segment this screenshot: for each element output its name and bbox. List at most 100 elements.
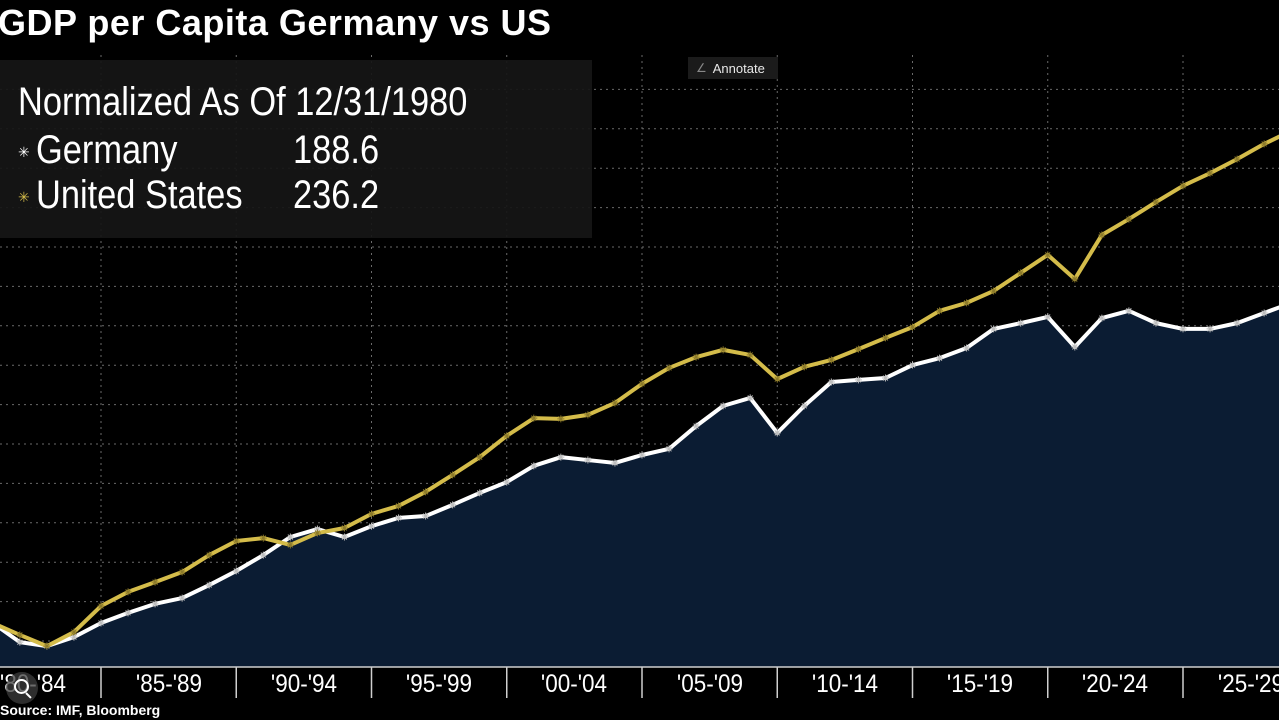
- data-point-united-states: [422, 488, 430, 496]
- data-point-germany: [1098, 314, 1106, 322]
- data-point-united-states: [638, 380, 646, 388]
- data-point-germany: [1044, 313, 1052, 321]
- data-point-germany: [990, 325, 998, 333]
- x-tick-label: '00-'04: [541, 670, 608, 698]
- data-point-germany: [827, 378, 835, 386]
- data-point-united-states: [476, 453, 484, 461]
- data-point-united-states: [97, 602, 105, 610]
- chart-title: GDP per Capita Germany vs US: [0, 2, 552, 43]
- germany-marker-icon: ✳: [18, 143, 30, 160]
- data-point-germany: [70, 633, 78, 641]
- data-point-germany: [124, 609, 132, 617]
- legend-value: 188.6: [293, 128, 380, 172]
- legend-name: United States: [36, 173, 243, 217]
- x-tick-label: '20-'24: [1082, 670, 1149, 698]
- pencil-icon: ∠: [696, 61, 707, 75]
- legend-value: 236.2: [293, 173, 380, 217]
- data-point-united-states: [205, 551, 213, 559]
- data-point-united-states: [963, 299, 971, 307]
- x-axis: [0, 666, 1279, 698]
- data-point-united-states: [368, 510, 375, 518]
- data-point-united-states: [178, 568, 186, 576]
- data-point-united-states: [854, 345, 862, 353]
- legend: Normalized As Of 12/31/1980 ✳ Germany 188…: [0, 60, 592, 238]
- lens-search-icon[interactable]: [6, 672, 38, 704]
- data-point-germany: [557, 453, 565, 461]
- data-point-united-states: [395, 502, 403, 510]
- data-point-germany: [1071, 343, 1079, 351]
- x-tick-label: '10-'14: [811, 670, 878, 698]
- data-point-united-states: [800, 363, 808, 371]
- data-point-united-states: [557, 415, 565, 423]
- data-point-united-states: [827, 356, 835, 364]
- data-point-united-states: [1098, 231, 1106, 239]
- data-point-germany: [178, 594, 186, 602]
- x-tick-label: '25-'29: [1217, 670, 1279, 698]
- data-point-germany: [665, 445, 673, 453]
- legend-item-germany[interactable]: ✳ Germany 188.6: [18, 128, 379, 173]
- data-point-united-states: [151, 578, 159, 586]
- data-point-germany: [1179, 325, 1187, 333]
- annotate-label: Annotate: [712, 60, 765, 76]
- data-point-germany: [638, 451, 646, 459]
- data-point-germany: [773, 429, 781, 437]
- legend-name: Germany: [36, 128, 178, 172]
- data-point-united-states: [936, 307, 944, 315]
- data-point-united-states: [665, 364, 673, 372]
- data-point-united-states: [1017, 269, 1025, 277]
- us-marker-icon: ✳: [18, 188, 30, 205]
- data-point-germany: [503, 478, 511, 486]
- data-point-germany: [1206, 325, 1214, 333]
- data-point-germany: [584, 456, 592, 464]
- data-point-germany: [881, 374, 889, 382]
- data-point-united-states: [43, 642, 51, 650]
- data-point-germany: [422, 512, 430, 520]
- data-point-germany: [963, 344, 971, 352]
- data-point-germany: [368, 522, 375, 530]
- data-point-germany: [611, 459, 619, 467]
- data-point-united-states: [746, 351, 754, 359]
- data-point-germany: [286, 533, 294, 541]
- data-point-united-states: [286, 541, 294, 549]
- data-point-united-states: [1071, 275, 1079, 283]
- data-point-united-states: [1179, 182, 1187, 190]
- data-point-united-states: [1044, 251, 1052, 259]
- data-point-united-states: [1233, 155, 1241, 163]
- data-point-germany: [232, 567, 240, 575]
- legend-header: Normalized As Of 12/31/1980: [18, 80, 468, 124]
- data-point-united-states: [70, 628, 78, 636]
- data-point-germany: [854, 376, 862, 384]
- data-point-germany: [340, 533, 348, 541]
- data-point-united-states: [1206, 169, 1214, 177]
- data-point-germany: [1260, 309, 1268, 317]
- data-point-united-states: [124, 588, 132, 596]
- data-point-germany: [476, 489, 484, 497]
- data-point-united-states: [909, 323, 916, 331]
- annotate-button[interactable]: ∠ Annotate: [688, 57, 778, 79]
- data-point-united-states: [16, 631, 24, 639]
- data-point-united-states: [1125, 215, 1133, 223]
- data-point-united-states: [232, 537, 240, 545]
- x-tick-label: '05-'09: [676, 670, 743, 698]
- legend-item-united-states[interactable]: ✳ United States 236.2: [18, 173, 379, 218]
- data-point-united-states: [340, 524, 348, 532]
- data-point-germany: [1152, 319, 1160, 327]
- lens-ring-shape: [14, 679, 29, 694]
- data-point-germany: [1125, 307, 1133, 315]
- data-point-germany: [1017, 319, 1025, 327]
- data-point-united-states: [449, 471, 457, 479]
- x-tick-label: '90-'94: [270, 670, 337, 698]
- data-point-united-states: [584, 411, 592, 419]
- data-point-united-states: [773, 375, 781, 383]
- data-point-germany: [16, 638, 24, 646]
- data-point-germany: [449, 501, 457, 509]
- data-point-united-states: [611, 399, 619, 407]
- data-point-germany: [151, 600, 159, 608]
- data-point-germany: [259, 551, 267, 559]
- data-point-germany: [1233, 319, 1241, 327]
- data-point-germany: [205, 581, 213, 589]
- data-point-germany: [746, 394, 754, 402]
- data-point-united-states: [1152, 198, 1160, 206]
- x-tick-label: '95-'99: [406, 670, 473, 698]
